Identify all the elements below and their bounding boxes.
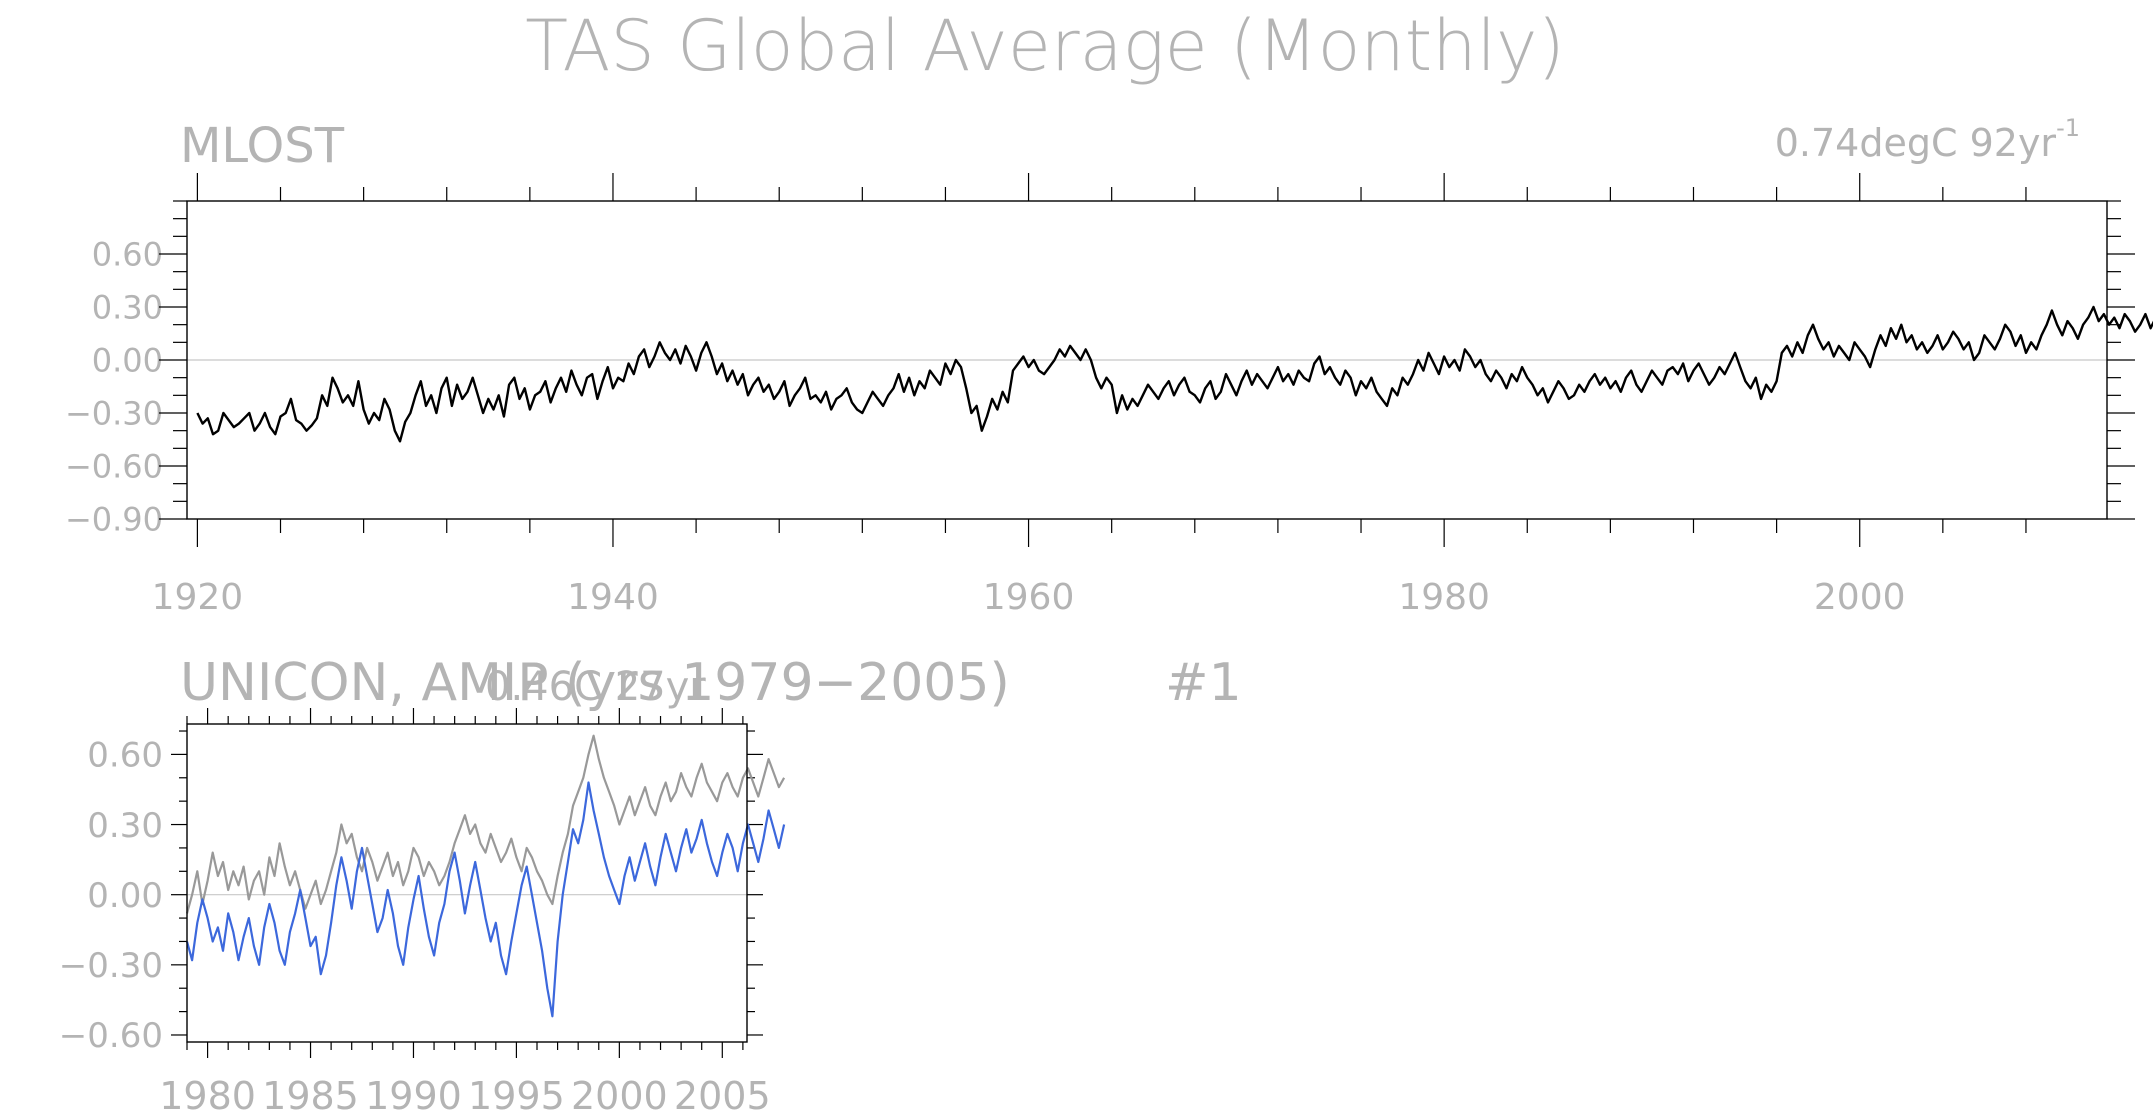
figure-title: TAS Global Average (Monthly) <box>525 5 1565 87</box>
y-tick-label: −0.30 <box>65 395 163 433</box>
x-tick-label: 1920 <box>152 577 244 618</box>
x-tick-label: 1990 <box>365 1074 462 1116</box>
y-tick-label: −0.30 <box>59 946 163 986</box>
x-tick-label: 2000 <box>1814 577 1906 618</box>
y-tick-label: −0.60 <box>59 1016 163 1056</box>
x-tick-label: 1980 <box>1398 577 1490 618</box>
unicon-y-tick-labels: 0.60 0.30 0.00 −0.30 −0.60 <box>59 736 163 1057</box>
x-tick-label: 1960 <box>983 577 1075 618</box>
unicon-observed-series-line <box>185 734 786 914</box>
unicon-panel: UNICON, AMIP (yrs 1979−2005) 0.46C 27yr … <box>59 653 1242 1116</box>
mlost-y-tick-labels: 0.60 0.30 0.00 −0.30 −0.60 −0.90 <box>65 236 163 539</box>
y-tick-label: −0.60 <box>65 448 163 486</box>
unicon-tick-marks <box>171 708 763 1058</box>
mlost-trend-label: 0.74degC 92yr-1 <box>1775 114 2080 165</box>
unicon-x-tick-labels: 1980 1985 1990 1995 2000 2005 <box>159 1074 770 1116</box>
x-tick-label: 1985 <box>262 1074 359 1116</box>
mlost-plot-frame <box>186 200 2108 520</box>
unicon-run-label: #1 <box>1165 653 1242 713</box>
y-tick-label: 0.60 <box>92 236 163 274</box>
unicon-panel-label: UNICON, AMIP (yrs 1979−2005) <box>180 653 1010 713</box>
y-tick-label: 0.00 <box>92 342 163 380</box>
x-tick-label: 2005 <box>674 1074 771 1116</box>
mlost-x-tick-labels: 1920 1940 1960 1980 2000 <box>152 577 1906 618</box>
x-tick-label: 1940 <box>567 577 659 618</box>
x-tick-label: 2000 <box>571 1074 668 1116</box>
x-tick-label: 1980 <box>159 1074 256 1116</box>
y-tick-label: 0.30 <box>92 289 163 327</box>
y-tick-label: 0.30 <box>87 806 163 846</box>
y-tick-label: −0.90 <box>65 501 163 539</box>
x-tick-label: 1995 <box>468 1074 565 1116</box>
y-tick-label: 0.60 <box>87 736 163 776</box>
mlost-series-line <box>196 305 2153 443</box>
mlost-panel: MLOST 0.74degC 92yr-1 0.60 0.30 0.00 −0.30 −… <box>65 114 2153 618</box>
unicon-trend-label: 0.46C 27yr <box>485 664 706 710</box>
unicon-model-series-line <box>185 781 786 1018</box>
unicon-plot-frame <box>186 723 748 1043</box>
mlost-panel-label: MLOST <box>180 118 345 174</box>
y-tick-label: 0.00 <box>87 876 163 916</box>
mlost-tick-marks <box>159 173 2135 547</box>
